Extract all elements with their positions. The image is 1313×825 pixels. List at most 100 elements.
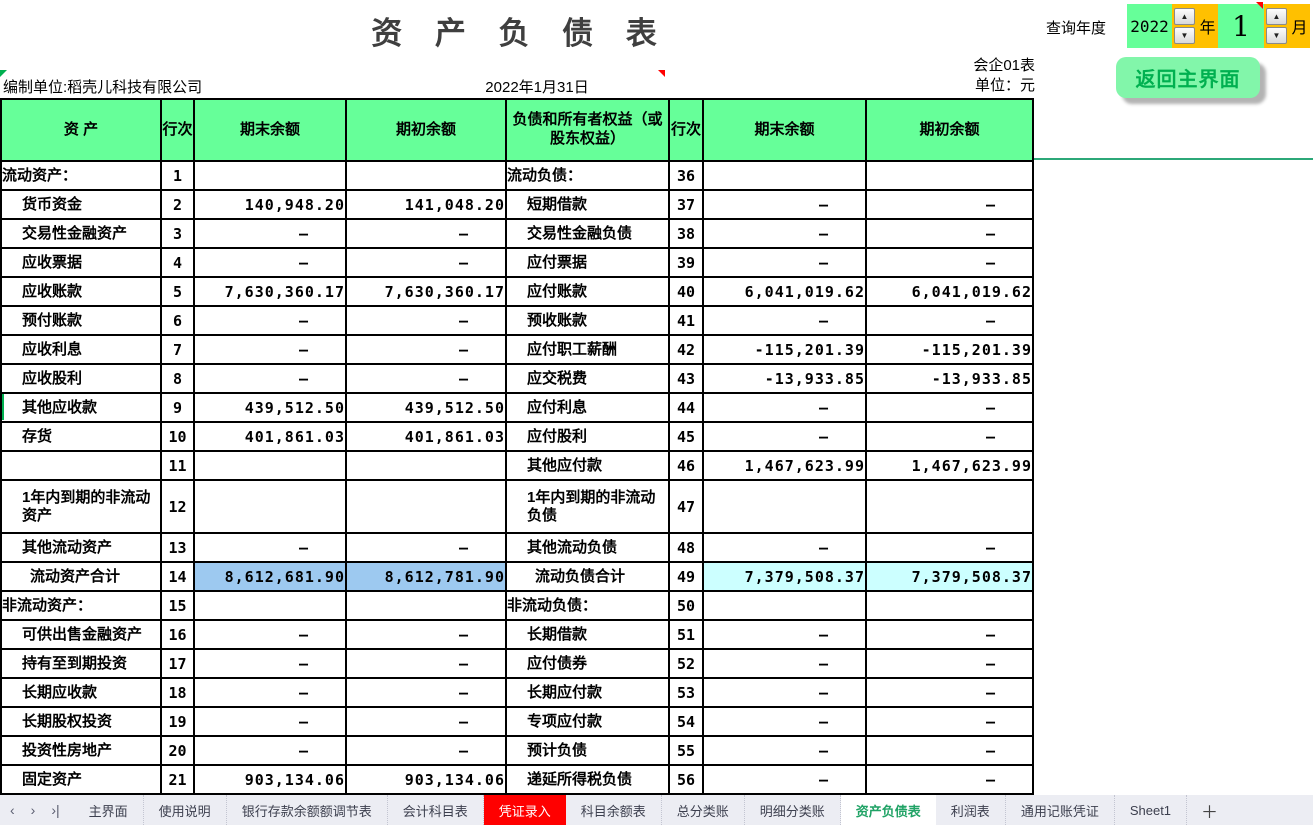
asset-line-cell[interactable]: 19 (160, 706, 195, 737)
sheet-tab-科目余额表[interactable]: 科目余额表 (566, 795, 662, 825)
liability-beginning-cell[interactable]: 6,041,019.62 (865, 276, 1034, 307)
asset-name-cell[interactable]: 应收票据 (0, 247, 162, 278)
liability-beginning-cell[interactable] (865, 160, 1034, 191)
sheet-tab-资产负债表[interactable]: 资产负债表 (840, 795, 936, 825)
asset-ending-cell[interactable]: – (193, 735, 347, 766)
asset-ending-cell[interactable]: – (193, 677, 347, 708)
sheet-tab-凭证录入[interactable]: 凭证录入 (483, 795, 566, 825)
asset-name-cell[interactable]: 货币资金 (0, 189, 162, 220)
liability-beginning-cell[interactable]: – (865, 305, 1034, 336)
asset-beginning-cell[interactable]: 401,861.03 (345, 421, 507, 452)
return-main-button[interactable]: 返回主界面 (1116, 57, 1260, 98)
asset-name-cell[interactable]: 预付账款 (0, 305, 162, 336)
sheet-tab-银行存款余额额调节表[interactable]: 银行存款余额额调节表 (227, 795, 388, 825)
asset-name-cell[interactable]: 交易性金融资产 (0, 218, 162, 249)
asset-line-cell[interactable]: 2 (160, 189, 195, 220)
liability-ending-cell[interactable]: – (702, 648, 867, 679)
month-spinner-down-icon[interactable]: ▼ (1266, 27, 1287, 44)
asset-beginning-cell[interactable]: – (345, 334, 507, 365)
asset-name-cell[interactable]: 非流动资产： (0, 590, 162, 621)
liability-name-cell[interactable]: 应付账款 (505, 276, 670, 307)
liability-line-cell[interactable]: 49 (668, 561, 704, 592)
asset-ending-cell[interactable]: – (193, 619, 347, 650)
asset-ending-cell[interactable]: – (193, 706, 347, 737)
header-beginning-balance[interactable]: 期初余额 (865, 98, 1034, 162)
liability-ending-cell[interactable] (702, 479, 867, 534)
liability-ending-cell[interactable]: – (702, 532, 867, 563)
liability-name-cell[interactable]: 应付职工薪酬 (505, 334, 670, 365)
asset-name-cell[interactable]: 应收账款 (0, 276, 162, 307)
liability-ending-cell[interactable]: – (702, 218, 867, 249)
asset-beginning-cell[interactable]: – (345, 363, 507, 394)
sheet-nav-arrow-2[interactable]: ›| (51, 802, 60, 818)
header-asset[interactable]: 资 产 (0, 98, 162, 162)
asset-ending-cell[interactable]: – (193, 648, 347, 679)
sheet-tab-主界面[interactable]: 主界面 (74, 795, 144, 825)
sheet-tab-使用说明[interactable]: 使用说明 (144, 795, 227, 825)
liability-beginning-cell[interactable]: – (865, 706, 1034, 737)
asset-line-cell[interactable]: 15 (160, 590, 195, 621)
asset-ending-cell[interactable]: – (193, 247, 347, 278)
sheet-nav-arrow-1[interactable]: › (30, 802, 36, 818)
liability-ending-cell[interactable]: 6,041,019.62 (702, 276, 867, 307)
asset-ending-cell[interactable]: – (193, 305, 347, 336)
asset-ending-cell[interactable]: 401,861.03 (193, 421, 347, 452)
asset-line-cell[interactable]: 12 (160, 479, 195, 534)
liability-beginning-cell[interactable]: 1,467,623.99 (865, 450, 1034, 481)
liability-name-cell[interactable]: 流动负债合计 (505, 561, 670, 592)
header-ending-balance[interactable]: 期末余额 (702, 98, 867, 162)
asset-ending-cell[interactable]: – (193, 363, 347, 394)
asset-line-cell[interactable]: 6 (160, 305, 195, 336)
liability-line-cell[interactable]: 55 (668, 735, 704, 766)
liability-ending-cell[interactable]: – (702, 247, 867, 278)
asset-name-cell[interactable]: 存货 (0, 421, 162, 452)
asset-line-cell[interactable]: 17 (160, 648, 195, 679)
liability-ending-cell[interactable] (702, 590, 867, 621)
liability-line-cell[interactable]: 53 (668, 677, 704, 708)
liability-beginning-cell[interactable]: – (865, 218, 1034, 249)
asset-beginning-cell[interactable]: 439,512.50 (345, 392, 507, 423)
asset-ending-cell[interactable] (193, 450, 347, 481)
liability-line-cell[interactable]: 41 (668, 305, 704, 336)
liability-line-cell[interactable]: 51 (668, 619, 704, 650)
liability-beginning-cell[interactable]: – (865, 735, 1034, 766)
liability-name-cell[interactable]: 应交税费 (505, 363, 670, 394)
liability-line-cell[interactable]: 36 (668, 160, 704, 191)
asset-beginning-cell[interactable]: – (345, 677, 507, 708)
liability-name-cell[interactable]: 长期借款 (505, 619, 670, 650)
liability-ending-cell[interactable]: 1,467,623.99 (702, 450, 867, 481)
liability-name-cell[interactable]: 应付票据 (505, 247, 670, 278)
year-spinner-down-icon[interactable]: ▼ (1174, 27, 1195, 44)
liability-name-cell[interactable]: 应付股利 (505, 421, 670, 452)
liability-name-cell[interactable]: 预计负债 (505, 735, 670, 766)
asset-ending-cell[interactable]: – (193, 334, 347, 365)
liability-ending-cell[interactable]: – (702, 706, 867, 737)
liability-line-cell[interactable]: 43 (668, 363, 704, 394)
asset-beginning-cell[interactable]: – (345, 218, 507, 249)
liability-beginning-cell[interactable]: – (865, 421, 1034, 452)
header-beginning-balance[interactable]: 期初余额 (345, 98, 507, 162)
liability-name-cell[interactable]: 1年内到期的非流动负债 (505, 479, 670, 534)
asset-ending-cell[interactable]: 903,134.06 (193, 764, 347, 795)
asset-beginning-cell[interactable]: 8,612,781.90 (345, 561, 507, 592)
asset-name-cell[interactable]: 流动资产合计 (0, 561, 162, 592)
liability-beginning-cell[interactable]: – (865, 677, 1034, 708)
asset-beginning-cell[interactable] (345, 590, 507, 621)
liability-ending-cell[interactable]: – (702, 619, 867, 650)
asset-beginning-cell[interactable]: – (345, 735, 507, 766)
liability-line-cell[interactable]: 47 (668, 479, 704, 534)
asset-ending-cell[interactable]: – (193, 218, 347, 249)
liability-ending-cell[interactable]: – (702, 189, 867, 220)
liability-beginning-cell[interactable]: – (865, 392, 1034, 423)
liability-beginning-cell[interactable]: -115,201.39 (865, 334, 1034, 365)
liability-beginning-cell[interactable]: – (865, 619, 1034, 650)
add-sheet-button[interactable]: ＋ (1201, 802, 1219, 822)
asset-beginning-cell[interactable]: – (345, 706, 507, 737)
asset-name-cell[interactable]: 持有至到期投资 (0, 648, 162, 679)
year-spinner-up-icon[interactable]: ▲ (1174, 8, 1195, 25)
liability-line-cell[interactable]: 52 (668, 648, 704, 679)
liability-line-cell[interactable]: 44 (668, 392, 704, 423)
liability-name-cell[interactable]: 其他应付款 (505, 450, 670, 481)
liability-name-cell[interactable]: 交易性金融负债 (505, 218, 670, 249)
asset-ending-cell[interactable]: 7,630,360.17 (193, 276, 347, 307)
